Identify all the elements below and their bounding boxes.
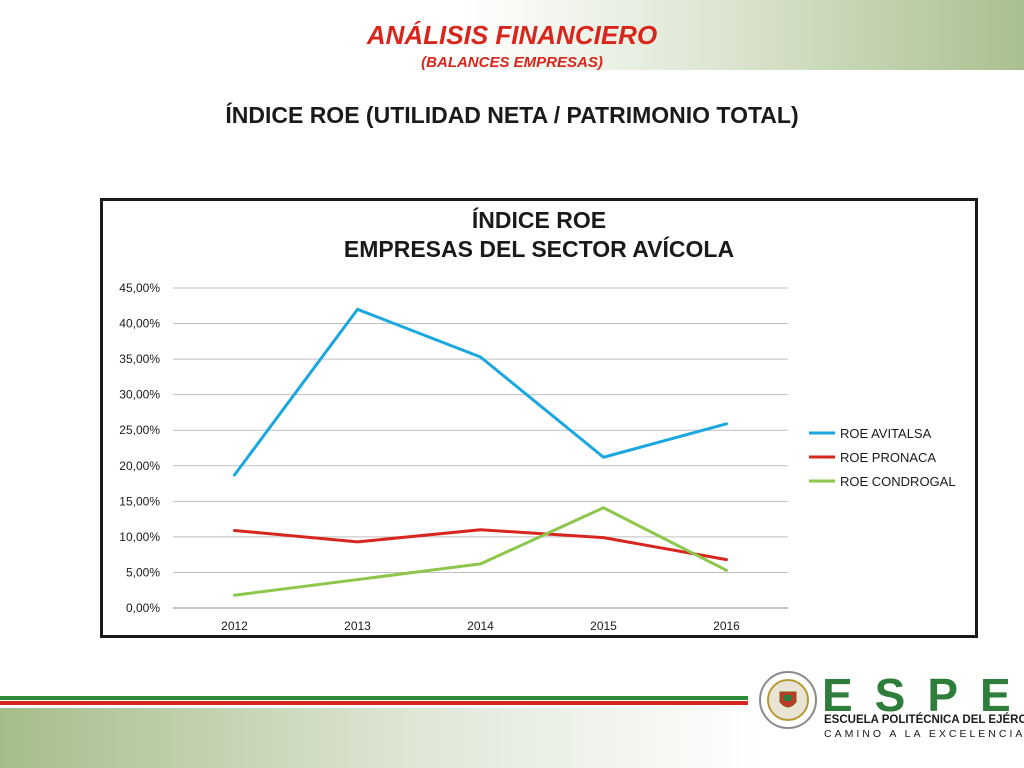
legend-label-roe-avitalsa: ROE AVITALSA (840, 426, 932, 441)
y-tick-label: 35,00% (119, 352, 160, 366)
series-line-roe-condrogal (233, 506, 728, 597)
espe-seal-icon (759, 671, 817, 729)
footer-stripe-green (0, 696, 748, 700)
y-tick-label: 25,00% (119, 423, 160, 437)
series-line-roe-avitalsa (233, 307, 728, 477)
x-tick-label: 2015 (590, 619, 617, 633)
logo-wordmark: ESPE (822, 669, 1024, 721)
x-tick-label: 2014 (467, 619, 494, 633)
footer-stripe-red (0, 701, 748, 705)
section-heading: ÍNDICE ROE (UTILIDAD NETA / PATRIMONIO T… (225, 102, 799, 128)
slide-subtitle: (BALANCES EMPRESAS) (421, 54, 603, 71)
y-tick-label: 40,00% (119, 317, 160, 331)
y-tick-label: 5,00% (126, 565, 160, 579)
legend-label-roe-pronaca: ROE PRONACA (840, 450, 936, 465)
footer-band (0, 708, 760, 768)
x-tick-label: 2016 (713, 619, 740, 633)
y-tick-label: 0,00% (126, 601, 160, 615)
y-tick-label: 30,00% (119, 388, 160, 402)
chart-frame: ÍNDICE ROE EMPRESAS DEL SECTOR AVÍCOLA 0… (100, 198, 978, 638)
roe-line-chart: 0,00% 5,00% 10,00% 15,00% 20,00% 25,00% 30,00%… (119, 281, 956, 633)
chart-title-line1: ÍNDICE ROE (471, 207, 607, 233)
espe-logo: ESPE ESCUELA POLITÉCNICA DEL EJÉRCITO CA… (756, 668, 1024, 764)
chart-title-line2: EMPRESAS DEL SECTOR AVÍCOLA (343, 236, 735, 262)
header-band (0, 0, 1024, 70)
y-tick-label: 15,00% (119, 494, 160, 508)
y-tick-label: 45,00% (119, 281, 160, 295)
y-tick-label: 20,00% (119, 459, 160, 473)
x-tick-label: 2012 (221, 619, 248, 633)
logo-tagline: CAMINO A LA EXCELENCIA (824, 728, 1024, 740)
slide-title: ANÁLISIS FINANCIERO (366, 20, 658, 50)
legend-label-roe-condrogal: ROE CONDROGAL (840, 474, 956, 489)
series-line-roe-pronaca (233, 528, 728, 562)
logo-institution-name: ESCUELA POLITÉCNICA DEL EJÉRCITO (824, 714, 1024, 726)
y-tick-label: 10,00% (119, 530, 160, 544)
x-tick-label: 2013 (344, 619, 371, 633)
